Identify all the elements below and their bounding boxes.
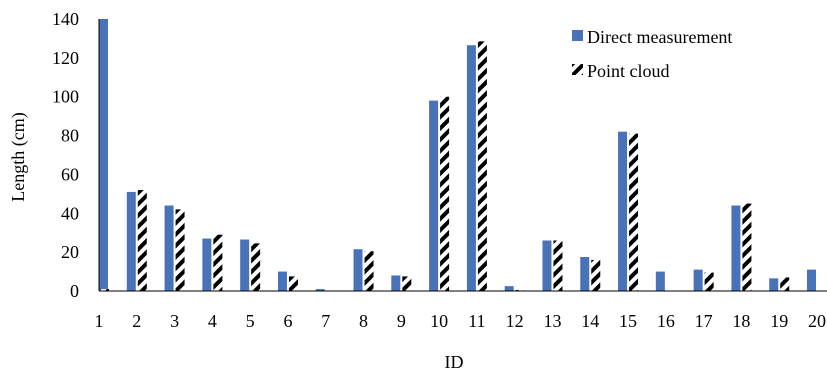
bar-point-cloud xyxy=(288,276,298,291)
legend-label-point-cloud: Point cloud xyxy=(587,61,670,81)
bar-point-cloud xyxy=(402,276,412,291)
y-tick-label: 60 xyxy=(61,164,79,184)
x-tick-label: 14 xyxy=(581,311,599,331)
x-tick-label: 10 xyxy=(430,311,448,331)
bar-direct-measurement xyxy=(429,100,439,291)
y-tick-label: 120 xyxy=(52,48,79,68)
y-tick-label: 0 xyxy=(70,281,79,301)
y-tick-label: 100 xyxy=(52,87,79,107)
x-tick-label: 20 xyxy=(808,311,826,331)
x-tick-label: 18 xyxy=(732,311,750,331)
bar-direct-measurement xyxy=(164,205,174,291)
bar-direct-measurement xyxy=(731,205,741,291)
bar-direct-measurement xyxy=(542,240,552,291)
bar-point-cloud xyxy=(175,209,185,291)
y-axis-tick-labels: 0 20 40 60 80 100 120 140 xyxy=(52,9,79,301)
x-tick-label: 8 xyxy=(359,311,368,331)
axes xyxy=(98,19,827,292)
bar-direct-measurement xyxy=(126,191,136,291)
bar-point-cloud xyxy=(704,272,714,291)
y-axis-title: Length (cm) xyxy=(8,112,29,201)
y-tick-label: 80 xyxy=(61,126,79,146)
y-tick-label: 140 xyxy=(52,9,79,29)
bar-point-cloud xyxy=(629,133,639,291)
x-tick-label: 1 xyxy=(95,311,104,331)
bar-point-cloud xyxy=(251,243,261,291)
x-axis-title: ID xyxy=(445,352,464,372)
bar-direct-measurement xyxy=(655,271,665,291)
legend-swatch-point-cloud xyxy=(572,64,583,75)
x-tick-label: 19 xyxy=(770,311,788,331)
bar-direct-measurement xyxy=(693,269,703,291)
legend: Direct measurement Point cloud xyxy=(572,27,732,81)
bar-point-cloud xyxy=(364,251,374,291)
x-tick-label: 11 xyxy=(468,311,485,331)
x-tick-label: 3 xyxy=(170,311,179,331)
y-tick-label: 40 xyxy=(61,203,79,223)
x-tick-label: 2 xyxy=(132,311,141,331)
bar-direct-measurement xyxy=(277,271,287,291)
x-tick-label: 15 xyxy=(619,311,637,331)
y-tick-label: 20 xyxy=(61,242,79,262)
x-tick-label: 6 xyxy=(283,311,292,331)
x-tick-label: 16 xyxy=(657,311,675,331)
bar-point-cloud xyxy=(742,203,752,291)
bars xyxy=(99,19,816,291)
bar-direct-measurement xyxy=(466,45,476,291)
bar-direct-measurement xyxy=(580,257,590,291)
bar-point-cloud xyxy=(591,259,601,291)
bar-direct-measurement xyxy=(315,289,325,291)
bar-direct-measurement xyxy=(807,269,816,291)
bar-point-cloud xyxy=(780,277,790,291)
x-tick-label: 9 xyxy=(397,311,406,331)
bar-direct-measurement xyxy=(618,131,628,291)
bar-point-cloud xyxy=(137,189,147,291)
x-tick-label: 13 xyxy=(543,311,561,331)
bar-point-cloud xyxy=(100,289,109,291)
bar-direct-measurement xyxy=(240,239,250,291)
bar-direct-measurement xyxy=(391,275,401,291)
x-tick-label: 17 xyxy=(695,311,713,331)
legend-swatch-direct-measurement xyxy=(572,30,583,41)
bar-direct-measurement xyxy=(353,249,363,291)
x-tick-label: 4 xyxy=(208,311,217,331)
bar-point-cloud xyxy=(553,240,563,291)
bar-direct-measurement xyxy=(769,278,779,291)
bar-point-cloud xyxy=(440,96,450,291)
legend-label-direct-measurement: Direct measurement xyxy=(587,27,732,47)
bar-direct-measurement xyxy=(202,238,212,291)
x-tick-label: 7 xyxy=(321,311,330,331)
bar-direct-measurement xyxy=(99,19,108,291)
x-axis-tick-labels: 1 2 3 4 5 6 7 8 9 10 11 12 13 14 15 16 17 18 19 20 xyxy=(95,311,827,331)
bar-point-cloud xyxy=(477,41,487,291)
bar-point-cloud xyxy=(213,234,223,291)
x-tick-label: 12 xyxy=(506,311,524,331)
x-tick-label: 5 xyxy=(246,311,255,331)
bar-direct-measurement xyxy=(504,286,514,291)
